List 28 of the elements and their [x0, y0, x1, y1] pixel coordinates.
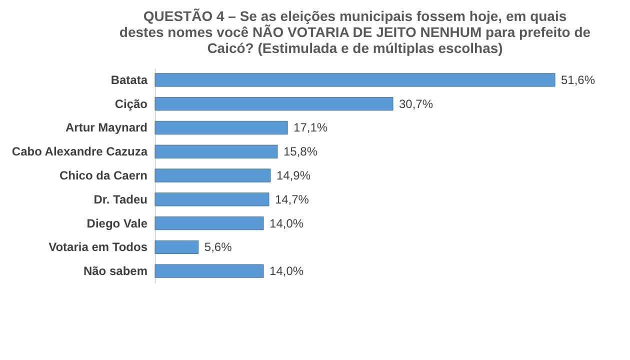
- y-tick-label: Cição: [114, 96, 148, 111]
- data-label: 30,7%: [398, 96, 434, 111]
- y-tick-label: Chico da Caern: [59, 168, 148, 182]
- bar: [154, 73, 556, 87]
- data-label: 17,1%: [294, 120, 328, 135]
- y-tick-label: Não sabem: [83, 264, 148, 278]
- y-tick-label: Dr. Tadeu: [94, 192, 148, 206]
- bar: [154, 168, 271, 182]
- bar: [154, 144, 278, 158]
- data-label: 51,6%: [561, 72, 596, 87]
- y-tick-label: Cabo Alexandre Cazuza: [12, 144, 148, 159]
- bar: [154, 97, 394, 111]
- data-label: 14,0%: [270, 216, 304, 230]
- y-tick-label: Votaria em Todos: [48, 240, 148, 254]
- data-label: 14,9%: [276, 168, 311, 182]
- bar: [154, 216, 264, 230]
- data-label: 14,7%: [274, 192, 310, 206]
- data-label: 5,6%: [204, 240, 232, 254]
- bar: [154, 240, 199, 254]
- chart-title: QUESTÃO 4 – Se as eleições municipais fossem hoje, em quais destes nomes você NÃO VOTARIA DE JEITO NENHUM para prefeito de Caicó? (Estimulada e de múltiplas escolhas): [119, 8, 591, 56]
- data-label: 15,8%: [283, 144, 318, 159]
- bar: [154, 264, 264, 278]
- y-tick-label: Diego Vale: [86, 216, 148, 230]
- y-tick-label: Artur Maynard: [65, 120, 148, 135]
- bar: [154, 120, 288, 135]
- bar: [154, 192, 270, 206]
- y-tick-label: Batata: [110, 72, 148, 87]
- data-label: 14,0%: [270, 264, 304, 278]
